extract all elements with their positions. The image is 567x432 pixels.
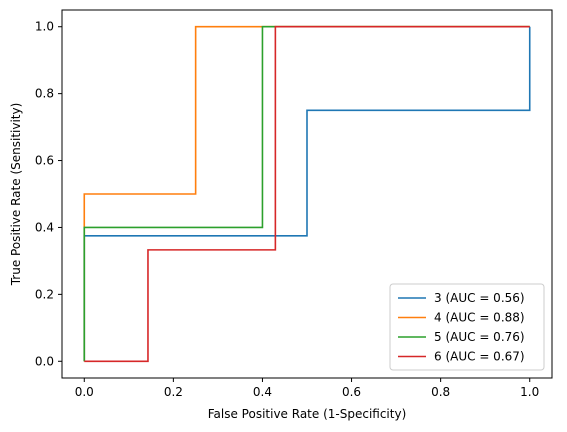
x-tick-label: 0.2: [164, 385, 183, 399]
y-tick-label: 0.6: [35, 154, 54, 168]
series-line-4: [84, 25, 530, 363]
series-lines: [83, 25, 531, 363]
legend: 3 (AUC = 0.56) 4 (AUC = 0.88) 5 (AUC = 0.7…: [389, 283, 545, 371]
legend-label: 6 (AUC = 0.67): [434, 350, 525, 364]
y-axis-ticks: 0.0 0.2 0.4 0.6 0.8 1.0: [35, 20, 62, 368]
plot-frame: [61, 9, 553, 379]
legend-box: [389, 283, 545, 371]
x-tick-label: 0.4: [253, 385, 272, 399]
legend-label: 4 (AUC = 0.88): [434, 311, 525, 325]
y-tick-label: 0.2: [35, 287, 54, 301]
y-tick-label: 0.0: [35, 354, 54, 368]
y-tick-label: 0.4: [35, 220, 54, 234]
x-tick-label: 0.8: [431, 385, 450, 399]
y-axis-label: True Positive Rate (Sensitivity): [9, 103, 23, 287]
legend-label: 3 (AUC = 0.56): [434, 291, 525, 305]
x-axis-ticks: 0.0 0.2 0.4 0.6 0.8 1.0: [75, 378, 539, 399]
x-tick-label: 0.6: [342, 385, 361, 399]
x-tick-label: 0.0: [75, 385, 94, 399]
y-tick-label: 0.8: [35, 87, 54, 101]
x-tick-label: 1.0: [520, 385, 539, 399]
x-axis-label: False Positive Rate (1-Specificity): [208, 407, 407, 421]
y-tick-label: 1.0: [35, 20, 54, 34]
legend-label: 5 (AUC = 0.76): [434, 330, 525, 344]
